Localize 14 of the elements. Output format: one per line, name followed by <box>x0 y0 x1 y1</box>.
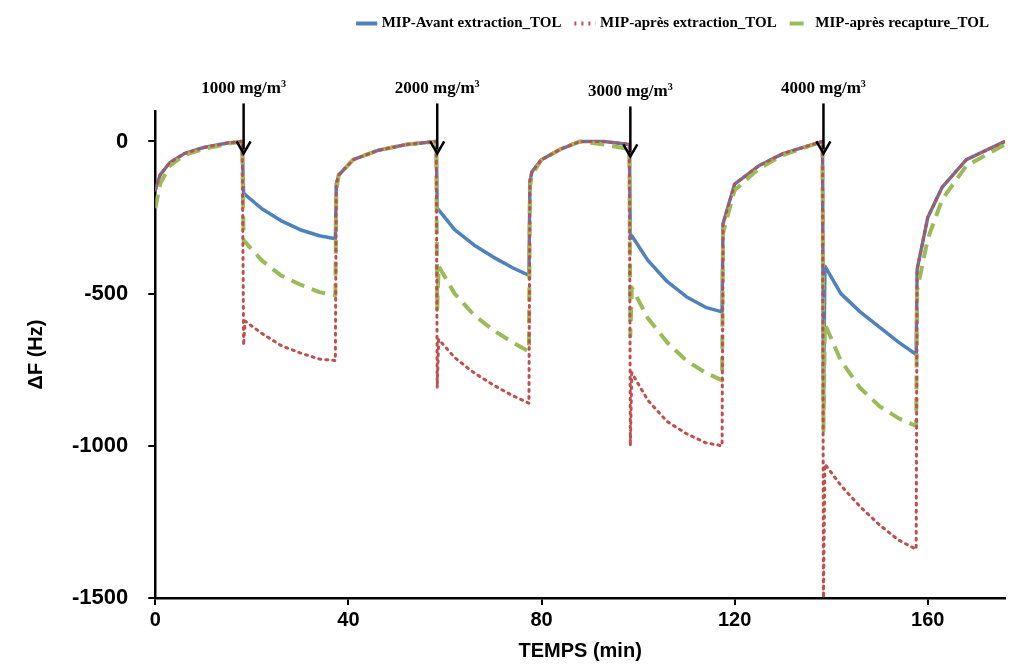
legend-label: MIP-Avant extraction_TOL <box>381 14 562 31</box>
x-tick-label: 160 <box>911 607 945 630</box>
y-tick-label: -1500 <box>71 584 129 610</box>
x-tick-label: 0 <box>149 607 161 630</box>
x-tick-label: 40 <box>337 607 360 630</box>
x-axis-title: TEMPS (min) <box>518 638 642 661</box>
y-tick-label: -500 <box>84 279 129 305</box>
y-tick-label: 0 <box>116 127 129 153</box>
legend-label: MIP-après recapture_TOL <box>815 14 989 31</box>
y-axis-title: ΔF (Hz) <box>23 319 46 390</box>
legend-label: MIP-après extraction_TOL <box>599 14 777 31</box>
x-tick-label: 120 <box>717 607 752 630</box>
x-tick-label: 80 <box>530 607 553 630</box>
y-tick-label: -1000 <box>71 431 129 457</box>
